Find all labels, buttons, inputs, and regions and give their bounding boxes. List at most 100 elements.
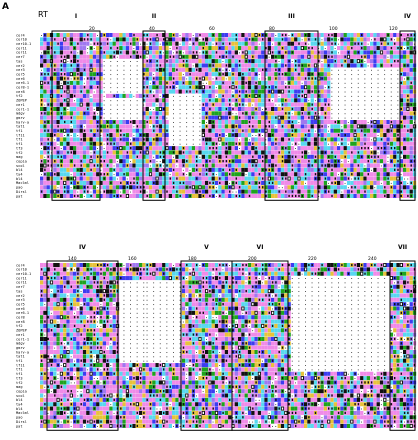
sequence-name: cer2 [16,64,25,68]
sequence-row [40,72,417,77]
sequence-row [40,423,417,428]
sequence-name: cer11 [16,276,27,280]
sequence-row [40,358,417,363]
sequence-name: cer1-1 [16,107,29,111]
sequence-row [40,150,417,155]
sequence-row [40,176,417,181]
sequence-row [40,89,417,94]
sequence-name: cer10 [16,38,27,42]
ruler-tick-label: 60 [209,26,215,32]
sequence-name: tf3 [16,376,23,380]
sequence-name: Maclml [16,411,29,415]
sequence-name: Dirsl [16,190,27,194]
sequence-row [40,271,417,276]
sequence-row [40,389,417,394]
sequence-name: tf1 [16,372,23,376]
sequence-name: tf1 [16,142,23,146]
sequence-name: copia [16,389,27,393]
sequence-row [40,167,417,172]
sequence-row [40,189,417,194]
sequence-row [40,332,417,337]
sequence-row [40,133,417,138]
sequence-name: harv-a [16,120,29,124]
sequence-name: cer6 [16,307,25,311]
sequence-name: tf1 [16,138,23,142]
domain-label: RT [38,10,48,19]
panel-letter: A [2,2,9,12]
sequence-row [40,384,417,389]
sequence-row [40,180,417,185]
sequence-name: cer4 [16,263,25,267]
motif-label: I [75,13,77,20]
sequence-row [40,297,417,302]
sequence-row [40,276,417,281]
sequence-name: tf1 [16,359,23,363]
ruler-tick-label: 140 [68,256,77,262]
sequence-name: cer11 [16,46,27,50]
motif-box [46,260,119,431]
sequence-row [40,323,417,328]
sequence-name: cer6-1 [16,81,29,85]
sequence-row [40,124,417,129]
motif-box [231,260,289,431]
sequence-row [40,137,417,142]
ruler-tick-label: 200 [248,256,257,262]
ruler-tick-label: 220 [308,256,317,262]
sequence-row [40,406,417,411]
sequence-name: tas [16,59,23,63]
sequence-row [40,341,417,346]
sequence-name: cer8 [16,316,25,320]
sequence-name: mdgv [16,112,25,116]
ruler-tick-label: 80 [269,26,275,32]
sequence-name: tf3 [16,146,23,150]
sequence-name: gmrv [16,346,25,350]
sequence-name: tf2 [16,94,23,98]
sequence-row [40,319,417,324]
motif-label: IV [404,13,411,20]
motif-label: VII [398,244,407,251]
sequence-name: tf1 [16,129,23,133]
sequence-row [40,37,417,42]
sequence-row [40,419,417,424]
sequence-name: pat [16,424,23,428]
ruler-tick-label: 160 [128,256,137,262]
sequence-row [40,336,415,341]
sequence-name: cer7 [16,285,25,289]
sequence-row [40,376,417,381]
sequence-name: bl4 [16,168,23,172]
motif-label: III [288,13,295,20]
ruler-tick-label: 180 [188,256,197,262]
sequence-row [40,393,417,398]
sequence-name: gmrv [16,116,25,120]
sequence-name: tat1 [16,355,25,359]
sequence-name: bl4 [16,398,23,402]
sequence-row [40,284,417,289]
alignment-block-top: 20 40 60 80 100 120cer4cer10cer10-1cer11cer11… [16,13,417,201]
sequence-name: ty4 [16,403,23,407]
sequence-row [41,67,417,72]
sequence-row [40,402,417,407]
sequence-name: ty4 [16,173,23,177]
sequence-name: Maclml [16,181,29,185]
sequence-row [40,410,415,415]
sequence-row [40,102,417,107]
motif-box [142,30,166,201]
sequence-name: cer1 [16,333,25,337]
sequence-row [40,41,415,46]
sequence-name: ZOPEP [16,329,27,333]
sequence-row [41,33,417,38]
sequence-name: copia [16,159,27,163]
sequence-name: cer1-1 [16,337,29,341]
sequence-row [40,159,417,164]
sequence-row [40,363,417,368]
sequence-row [40,415,417,420]
ruler-tick-label: 20 [89,26,95,32]
sequence-row [40,98,417,103]
sequence-row [40,280,417,285]
sequence-row [40,63,417,68]
ruler-tick-label: 120 [389,26,398,32]
sequence-name: lf11 [16,363,25,367]
sequence-name: bl4 [16,407,23,411]
motif-box [51,30,101,201]
sequence-name: ZOPEP [16,99,27,103]
